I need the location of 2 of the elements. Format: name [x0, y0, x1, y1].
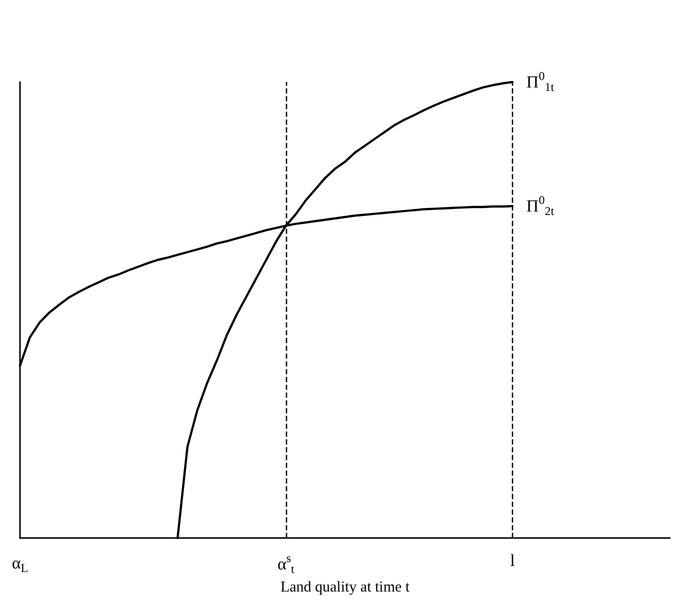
x-axis-title: Land quality at time t — [280, 580, 410, 596]
x-tick-label: l — [510, 551, 516, 570]
